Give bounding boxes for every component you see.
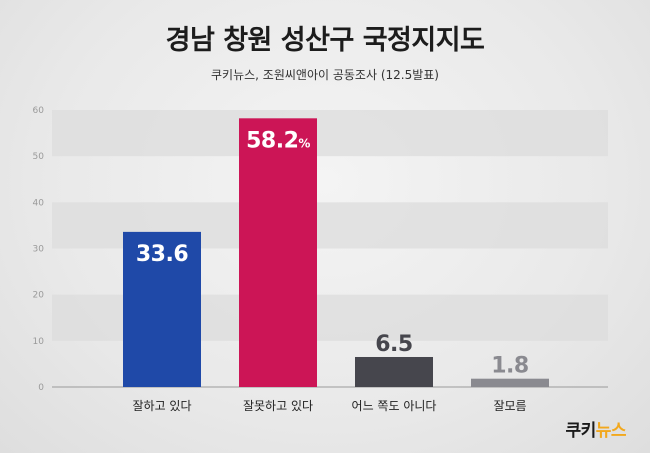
bar-value-label: 33.6: [136, 242, 188, 267]
cookie-news-logo: 쿠키뉴스: [565, 416, 626, 441]
x-category-label: 어느 쪽도 아니다: [352, 399, 437, 413]
chart-subtitle: 쿠키뉴스, 조원씨앤아이 공동조사 (12.5발표): [211, 68, 439, 82]
logo-text-accent: 뉴스: [595, 421, 627, 441]
y-tick-label: 20: [33, 291, 45, 301]
logo-text-main: 쿠키: [565, 421, 596, 441]
bar-value-label: 6.5: [375, 332, 412, 357]
x-category-label: 잘하고 있다: [132, 399, 191, 413]
chart-title: 경남 창원 성산구 국정지지도: [165, 25, 485, 56]
y-tick-label: 0: [38, 383, 44, 393]
y-tick-label: 40: [33, 198, 45, 208]
bar: [123, 231, 201, 387]
y-tick-label: 30: [33, 245, 45, 255]
y-tick-label: 50: [33, 152, 45, 162]
grid-band: [52, 110, 608, 157]
bar: [239, 118, 317, 387]
bar: [471, 378, 549, 387]
value-suffix: %: [298, 136, 310, 150]
y-tick-label: 60: [33, 106, 45, 116]
bar-value-label: 1.8: [491, 354, 528, 379]
bar: [355, 356, 433, 387]
y-tick-label: 10: [33, 337, 45, 347]
x-category-label: 잘못하고 있다: [243, 399, 313, 413]
x-category-label: 잘모름: [493, 399, 526, 413]
